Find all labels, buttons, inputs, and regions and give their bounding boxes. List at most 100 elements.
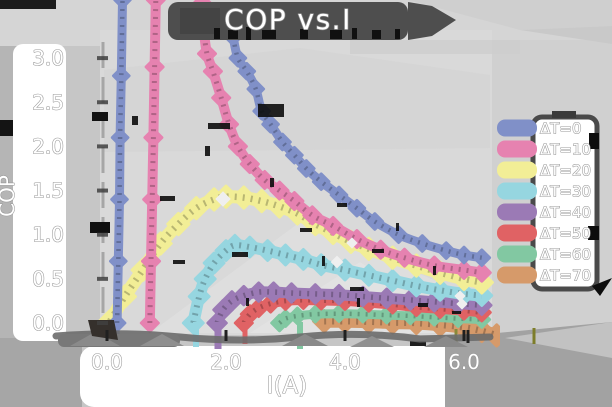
x-axis-spine: [52, 330, 494, 344]
point-marker: [357, 263, 381, 287]
legend-item: ΔT=20: [497, 161, 592, 180]
legend-label: ΔT=40: [540, 204, 591, 222]
y-tick-mark: [97, 144, 108, 149]
point-marker: [288, 306, 307, 326]
x-tick-mark: [105, 330, 109, 341]
glitch-artifact: [357, 298, 360, 307]
y-tick-label: 1.5: [32, 179, 64, 203]
point-marker: [109, 251, 128, 271]
legend-label: ΔT=10: [540, 141, 591, 159]
curve-texture: [114, 0, 125, 324]
legend-swatch: [497, 266, 537, 284]
point-marker: [484, 323, 500, 348]
point-marker: [311, 172, 331, 191]
glitch-artifact: [0, 120, 13, 136]
legend-swatch: [497, 161, 537, 179]
glitch-artifact: [433, 266, 436, 275]
point-marker: [113, 0, 132, 10]
chart-title: COP vs.I: [224, 3, 352, 36]
point-marker: [284, 191, 305, 212]
glitch-artifact: [588, 226, 599, 240]
glitch-artifact: [396, 223, 399, 231]
legend-item: ΔT=70: [497, 266, 592, 285]
curve-texture: [241, 297, 483, 325]
legend-swatch: [497, 182, 537, 200]
point-marker: [112, 66, 131, 86]
x-tick-label: 6.0: [448, 350, 480, 374]
glitch-artifact: [70, 332, 120, 346]
point-marker: [223, 233, 247, 257]
legend-item: ΔT=40: [497, 203, 592, 222]
glitch-artifact: [258, 104, 284, 117]
point-marker: [184, 196, 209, 221]
point-marker: [227, 136, 248, 157]
y-tick-mark: [97, 100, 108, 105]
point-marker: [405, 274, 428, 298]
point-marker: [273, 132, 292, 152]
x-tick-mark: [224, 330, 228, 341]
glitch-artifact: [205, 146, 210, 156]
glitch-artifact: [410, 341, 426, 346]
curve-texture: [147, 0, 159, 324]
legend-label: ΔT=20: [540, 162, 591, 180]
point-marker: [328, 284, 350, 306]
series-ΔT=40: [206, 281, 493, 334]
glitch-artifact: [350, 336, 394, 347]
glitch-artifact: [173, 260, 185, 264]
y-tick-label: 0.0: [32, 311, 64, 335]
glitch-artifact: [337, 203, 347, 207]
y-tick-label: 0.5: [32, 267, 64, 291]
legend-swatch: [497, 224, 537, 242]
glitch-artifact: [92, 112, 108, 121]
legend-swatch: [497, 119, 537, 137]
point-marker: [256, 239, 279, 262]
legend-label: ΔT=50: [540, 225, 591, 243]
y-tick-label: 3.0: [32, 46, 64, 70]
point-marker: [454, 260, 474, 280]
legend-label: ΔT=70: [540, 267, 591, 285]
glitch-artifact: [246, 298, 249, 306]
y-tick-mark: [97, 232, 108, 237]
legend-item: ΔT=0: [497, 119, 582, 138]
point-marker: [376, 287, 398, 309]
origin-blob: [88, 320, 118, 340]
point-marker: [139, 313, 160, 333]
x-axis-label: I(A): [267, 373, 307, 399]
glitch-artifact: [589, 133, 599, 149]
y-tick-mark: [97, 56, 108, 61]
marker-gap-artifact: [330, 255, 344, 269]
point-marker: [381, 269, 404, 292]
glitch-artifact: [300, 228, 312, 232]
point-marker: [166, 211, 191, 237]
x-tick-mark: [343, 330, 347, 341]
point-marker: [413, 234, 432, 253]
legend-item: ΔT=50: [497, 224, 592, 243]
curve-texture: [199, 3, 483, 276]
legend-item: ΔT=10: [497, 140, 592, 159]
glitch-artifact: [372, 249, 384, 253]
axis-spines: [0, 42, 494, 347]
point-marker: [424, 255, 445, 276]
glitch-artifact: [424, 336, 468, 347]
glitch-artifact: [282, 334, 328, 346]
glitch-artifact: [350, 287, 364, 291]
glitch-artifact: [322, 256, 325, 266]
curve-texture: [190, 242, 483, 324]
point-marker: [110, 190, 129, 209]
x-tick-label: 4.0: [329, 350, 361, 374]
x-tick-mark: [462, 330, 466, 341]
point-marker: [262, 281, 285, 303]
point-marker: [471, 262, 492, 283]
title-band: [0, 0, 456, 40]
glitch-artifact: [592, 278, 612, 296]
legend-swatch: [497, 245, 537, 263]
glitch-artifact: [140, 334, 184, 346]
point-marker: [389, 225, 408, 244]
point-marker: [202, 61, 223, 82]
glitch-artifact: [132, 116, 138, 125]
glitch-artifact: [208, 123, 230, 129]
x-tick-label: 0.0: [91, 350, 123, 374]
